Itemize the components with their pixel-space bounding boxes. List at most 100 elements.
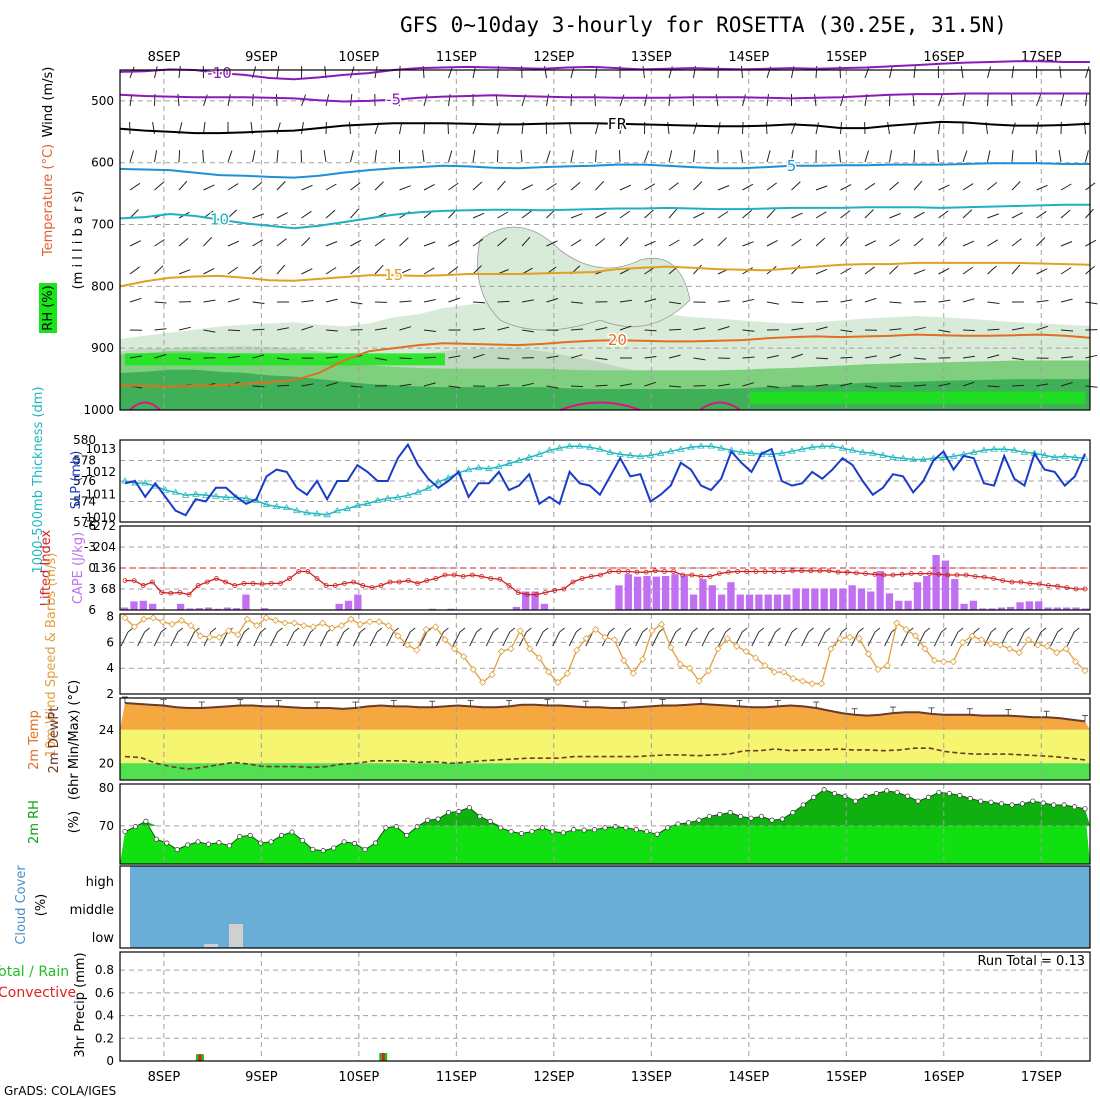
- precip-convective-bar: [198, 1054, 202, 1061]
- run-total-label: Run Total = 0.13: [977, 954, 1085, 969]
- lifted-index-marker: [360, 583, 366, 588]
- wind-barb: [350, 301, 363, 305]
- wind-speed-marker: [949, 658, 957, 666]
- rh2m-marker: [487, 818, 493, 824]
- wind-barb: [570, 150, 574, 163]
- wind-barb: [252, 150, 256, 163]
- rh2m-marker: [748, 815, 754, 821]
- rh2m-marker: [811, 794, 817, 800]
- thickness-axis-label: 1000-500mb Thickness (dm): [31, 386, 46, 573]
- wind-barb: [889, 239, 900, 247]
- bottom-day-axis: 8SEP 9SEP 10SEP 11SEP 12SEP 13SEP 14SEP 15SEP 16…: [148, 1070, 1062, 1085]
- thickness-marker: [515, 456, 523, 463]
- wind-barb: [715, 94, 719, 107]
- rh2m-marker: [185, 842, 191, 848]
- lifted-index-marker: [890, 572, 896, 578]
- wind-barb: [693, 238, 704, 247]
- wind-barb: [423, 183, 435, 191]
- lifted-index-marker: [534, 592, 539, 597]
- wind-barb: [472, 301, 486, 304]
- wind10m-barb-flag: [194, 627, 200, 633]
- precip-panel: 0 0.2 0.4 0.6 0.8 Run Total = 0.13 3hr Precip …: [0, 951, 1091, 1068]
- wind-barb: [399, 237, 409, 247]
- wind-barb: [178, 237, 189, 247]
- wind-barb: [472, 265, 482, 275]
- wind-speed-marker: [526, 645, 534, 653]
- wind-speed-marker: [337, 622, 346, 630]
- thickness-marker: [485, 464, 493, 472]
- wind-barb: [766, 182, 777, 191]
- wind-barb: [962, 298, 975, 303]
- wind-barb: [178, 66, 181, 79]
- rh2m-marker: [435, 816, 441, 822]
- thickness-marker: [808, 443, 816, 450]
- wind-barb: [472, 181, 483, 191]
- wind-barb: [154, 150, 158, 163]
- thickness-marker: [646, 451, 655, 458]
- thickness-marker: [596, 445, 604, 452]
- wind10m-barb: [369, 631, 378, 647]
- wind-barb: [1011, 238, 1022, 247]
- wind-barb: [595, 357, 608, 360]
- y-tick-label: 24: [99, 723, 114, 737]
- rh2m-marker: [1019, 801, 1025, 807]
- wind-speed-line: [124, 617, 1086, 685]
- wind-barb: [374, 150, 377, 163]
- wind-barb: [129, 266, 140, 275]
- wind-barb: [913, 384, 927, 387]
- wind10m-barb-flag: [957, 627, 964, 633]
- lifted-index-marker: [451, 572, 457, 578]
- wind10m-barb-flag: [642, 627, 648, 633]
- wind-barb: [644, 94, 648, 107]
- wind10m-barb-flag: [177, 627, 184, 633]
- rh2m-marker: [518, 830, 525, 837]
- rh-magenta-contour: [559, 401, 641, 411]
- wind-barb: [301, 122, 304, 135]
- wind10m-barb: [220, 631, 229, 647]
- wind-speed-marker: [177, 616, 186, 625]
- wind-barb: [178, 326, 191, 331]
- rh2m-marker: [644, 829, 650, 835]
- wind-barb: [1060, 356, 1073, 359]
- lifted-index-marker: [396, 579, 402, 585]
- wind10m-barb-flag: [260, 627, 267, 633]
- wind-barb: [521, 382, 534, 387]
- lifted-index-marker: [881, 572, 887, 578]
- thickness-marker: [404, 491, 412, 498]
- wind-barb: [618, 149, 621, 163]
- rh2m-marker: [800, 802, 806, 808]
- wind-barb: [448, 182, 459, 191]
- wind10m-barb-flag: [941, 627, 947, 633]
- wind10m-barb-flag: [725, 627, 731, 633]
- cape-bar: [214, 608, 222, 610]
- rh2m-marker: [132, 824, 138, 830]
- cape-bar: [801, 588, 810, 610]
- contour-label: FR: [608, 115, 627, 133]
- lifted-index-marker: [579, 576, 585, 581]
- wind-barb: [325, 241, 338, 247]
- cape-bar: [260, 608, 269, 610]
- thickness-marker: [373, 496, 382, 503]
- wind-barb: [619, 210, 631, 219]
- wind10m-barb-flag: [758, 627, 765, 633]
- pressure-axis-label: (m i l l i b a r s): [71, 191, 86, 290]
- wind-barb: [791, 353, 803, 359]
- wind10m-barb: [336, 631, 345, 647]
- cape-bar: [1044, 607, 1052, 610]
- thickness-tick-label: 574: [73, 495, 96, 509]
- y-tick-label: 1000: [83, 403, 114, 417]
- thickness-marker: [424, 484, 432, 491]
- precip-legend-total: Total / Rain: [0, 964, 69, 980]
- thickness-marker: [212, 492, 220, 499]
- thickness-marker: [747, 449, 756, 456]
- wind-barb: [276, 327, 289, 331]
- chart-title: GFS 0~10day 3-hourly for ROSETTA (30.25E…: [400, 13, 1007, 37]
- wind10m-barb: [684, 631, 693, 647]
- rh2m-marker: [769, 817, 775, 823]
- wind-barb: [225, 66, 229, 79]
- lifted-index-marker: [844, 569, 850, 575]
- wind10m-barb-flag: [160, 627, 167, 633]
- wind-barb: [374, 238, 385, 247]
- cloud-axis-label: Cloud Cover: [14, 865, 29, 945]
- wind-barb: [350, 150, 354, 163]
